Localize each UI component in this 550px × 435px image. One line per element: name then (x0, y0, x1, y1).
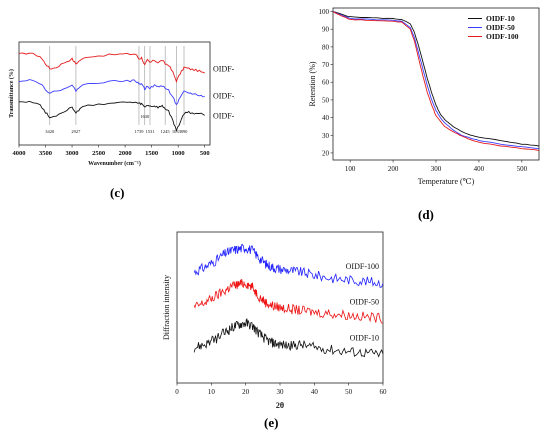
x-tick-label: 60 (380, 388, 388, 396)
xrd-plot-area: 0 10 20 30 40 50 60 OIDF-100 OIDF-50 OIDF-10 2θ Dif… (162, 231, 388, 410)
peak-label: 2927 (71, 129, 81, 134)
y-tick-label: 70 (322, 61, 330, 69)
panel-label-e: (e) (264, 415, 279, 430)
x-tick-label: 500 (517, 165, 528, 173)
y-axis-label: Transmittance (%) (8, 69, 15, 118)
x-tick-label: 50 (345, 388, 353, 396)
y-tick-label: 50 (322, 96, 330, 104)
legend-label: OIDF-10 (213, 112, 235, 121)
peak-label: 1033 (172, 129, 182, 134)
legend-label: OIDF-100 (486, 32, 519, 41)
peak-label: 1630 (140, 114, 150, 119)
peak-label: 1739 (134, 129, 144, 134)
peak-label: 1245 (161, 129, 171, 134)
panel-label-d: (d) (418, 207, 434, 222)
y-tick-label: 90 (322, 26, 330, 34)
y-tick-label: 30 (322, 132, 330, 140)
series-line-oidf-100 (18, 52, 205, 83)
ftir-frame (18, 41, 211, 146)
legend-label: OIDF-10 (486, 14, 515, 23)
x-axis-label: Wavenumber (cm⁻¹) (88, 160, 141, 167)
x-tick-label: 10 (208, 388, 216, 396)
series-line-oidf-50 (332, 10, 540, 150)
y-axis-label: Retention (%) (308, 61, 317, 106)
series-line-oidf-10 (332, 11, 540, 147)
series-line-oidf-100 (193, 243, 384, 288)
xrd-frame (176, 231, 384, 384)
peak-label: 3420 (45, 129, 55, 134)
tga-chart: 20 30 40 50 60 70 80 90 100 100 200 300 400 500 OIDF-1… (308, 7, 540, 186)
peak-label: 1531 (145, 129, 154, 134)
legend-label: OIDF-100 (213, 65, 235, 74)
legend-label: OIDF-50 (213, 92, 235, 101)
x-tick-label: 0 (175, 388, 179, 396)
series-label: OIDF-10 (350, 334, 379, 343)
x-tick-label: 1000 (172, 150, 185, 157)
y-axis-label: Diffraction intensity (162, 275, 171, 340)
x-tick-label: 2500 (92, 150, 105, 157)
x-tick-label: 100 (345, 165, 356, 173)
x-tick-label: 4000 (13, 150, 26, 157)
x-tick-label: 500 (200, 150, 210, 157)
x-tick-label: 2000 (119, 150, 132, 157)
x-tick-label: 3000 (66, 150, 79, 157)
x-tick-label: 300 (431, 165, 442, 173)
x-axis-label: 2θ (276, 401, 284, 410)
panel-label-c: (c) (110, 185, 125, 200)
series-line-oidf-50 (193, 279, 384, 324)
x-tick-label: 1500 (145, 150, 158, 157)
series-line-oidf-10 (193, 318, 384, 358)
y-tick-label: 60 (322, 79, 330, 87)
xrd-chart: 0 10 20 30 40 50 60 OIDF-100 OIDF-50 OIDF-10 2θ Dif… (162, 231, 388, 410)
tga-plot-area: 20 30 40 50 60 70 80 90 100 100 200 300 400 500 OIDF-1… (308, 7, 540, 186)
series-label: OIDF-50 (350, 298, 379, 307)
peak-label: 890 (181, 129, 189, 134)
series-line-oidf-100 (332, 11, 540, 151)
x-tick-label: 3500 (39, 150, 52, 157)
series-line-oidf-50 (18, 79, 205, 106)
series-line-oidf-10 (19, 100, 205, 133)
y-tick-label: 80 (322, 43, 330, 51)
y-tick-label: 20 (322, 149, 330, 157)
x-tick-label: 30 (277, 388, 285, 396)
y-tick-label: 100 (319, 8, 330, 16)
x-tick-label: 200 (388, 165, 399, 173)
series-label: OIDF-100 (346, 262, 379, 271)
y-tick-label: 40 (322, 114, 330, 122)
x-tick-label: 40 (311, 388, 319, 396)
legend-label: OIDF-50 (486, 23, 515, 32)
x-axis-label: Temperature (℃) (418, 177, 475, 186)
x-tick-label: 400 (474, 165, 485, 173)
x-tick-label: 20 (242, 388, 250, 396)
